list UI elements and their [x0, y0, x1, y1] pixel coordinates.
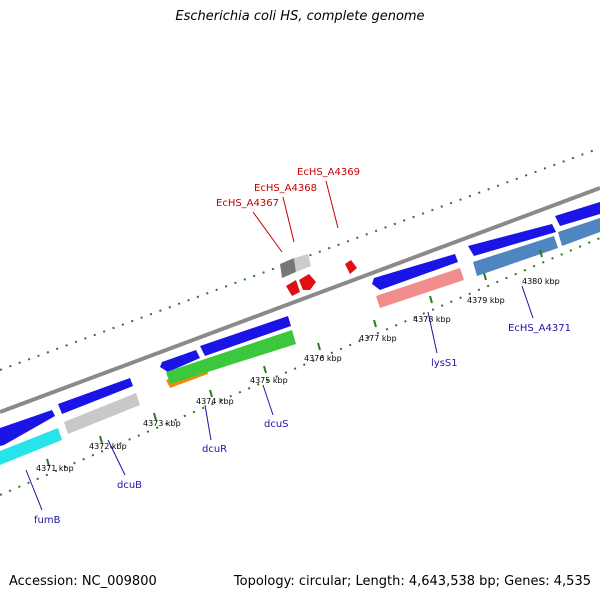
genome-backbone	[0, 186, 600, 414]
EcHS_A4369-callout	[325, 180, 339, 229]
forward-cds	[200, 316, 291, 356]
scale-label: 4380 kbp	[522, 277, 560, 286]
EcHS_A4371-label: EcHS_A4371	[508, 323, 571, 334]
forward-cds	[160, 350, 200, 372]
lysS1-label: lysS1	[431, 358, 458, 369]
forward-cds	[468, 224, 556, 256]
EcHS_A4368-label: EcHS_A4368	[254, 183, 317, 194]
dcuR-label: dcuR	[202, 444, 227, 455]
EcHS_A4369-red-feature	[345, 260, 357, 274]
scale-labels: 4371 kbp 4372 kbp 4373 kbp 4374 kbp 4375…	[36, 277, 560, 473]
scale-label: 4378 kbp	[413, 315, 451, 324]
EcHS_A4371-callout	[521, 285, 534, 319]
EcHS_A4368-callout	[282, 196, 295, 243]
EcHS_A4367-red-feature	[286, 280, 300, 296]
scale-tick	[153, 412, 157, 421]
dcuB-callout	[107, 439, 126, 476]
scale-label: 4377 kbp	[359, 334, 397, 343]
forward-cds	[372, 254, 458, 290]
inner-tick-ring	[0, 237, 600, 496]
accession-text: Accession: NC_009800	[9, 574, 157, 589]
topology-text: Topology: circular; Length: 4,643,538 bp…	[233, 574, 591, 589]
forward-cds	[555, 202, 600, 226]
scale-label: 4379 kbp	[467, 296, 505, 305]
EcHS_A4367-label: EcHS_A4367	[216, 198, 279, 209]
scale-tick	[317, 342, 321, 351]
fumB-gene-bar	[0, 428, 62, 465]
scale-label: 4376 kbp	[304, 354, 342, 363]
scale-label: 4371 kbp	[36, 464, 74, 473]
scale-tick	[373, 319, 377, 328]
scale-label: 4372 kbp	[89, 442, 127, 451]
scale-label: 4373 kbp	[143, 419, 181, 428]
scale-tick	[99, 435, 103, 444]
EcHS_A4369-label: EcHS_A4369	[297, 167, 360, 178]
scale-label: 4374 kbp	[196, 397, 234, 406]
forward-cds	[58, 378, 133, 414]
fumB-callout	[25, 469, 43, 511]
small-grey-gene	[294, 254, 311, 272]
lysS1-callout	[427, 311, 438, 354]
scale-label: 4375 kbp	[250, 376, 288, 385]
dcuB-gene-bar	[64, 393, 140, 434]
label-callouts	[25, 180, 534, 511]
EcHS_A4367-callout	[252, 211, 283, 253]
scale-tick	[483, 272, 487, 281]
forward-cds	[0, 410, 55, 446]
EcHS_A4368-red-feature	[299, 274, 316, 290]
dcuB-label: dcuB	[117, 480, 142, 491]
forward-strand-features	[0, 202, 600, 446]
gene-bar-extension	[558, 218, 600, 246]
lysS1-gene-bar	[376, 268, 464, 308]
scale-tick	[46, 458, 50, 467]
scale-tick	[539, 249, 543, 258]
scale-tick	[209, 389, 213, 398]
map-title: Escherichia coli HS, complete genome	[175, 9, 425, 24]
dcuS-label: dcuS	[264, 419, 289, 430]
dcuR-callout	[204, 404, 212, 441]
scale-ticks	[46, 249, 543, 467]
gene-labels: fumB dcuB dcuR dcuS lysS1 EcHS_A4371 EcH…	[34, 167, 571, 526]
small-grey-gene	[280, 258, 296, 278]
scale-tick	[429, 295, 433, 304]
dcuS-gene-bar	[166, 330, 296, 384]
dcuS-callout	[262, 384, 274, 416]
fumB-label: fumB	[34, 515, 61, 526]
EcHS_A4371-gene-bar	[473, 236, 558, 276]
gene-features	[0, 218, 600, 465]
scale-tick	[263, 365, 267, 374]
